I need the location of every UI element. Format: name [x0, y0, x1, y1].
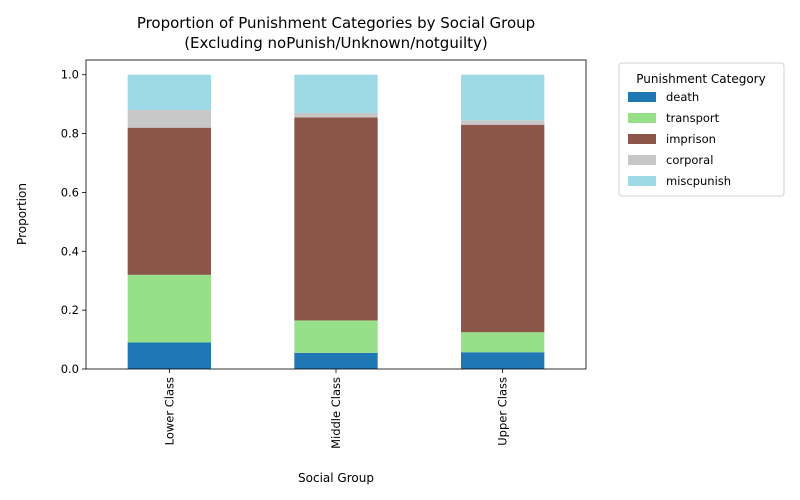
bar-segment-miscpunish-1 [294, 74, 378, 113]
legend-swatch-death [628, 92, 656, 102]
bar-segment-death-1 [294, 352, 378, 369]
legend-label-death: death [666, 90, 699, 104]
legend-swatch-miscpunish [628, 176, 656, 186]
bar-segment-corporal-1 [294, 112, 378, 118]
bars-group [127, 74, 545, 369]
legend-label-transport: transport [666, 111, 720, 125]
legend-swatch-transport [628, 113, 656, 123]
legend-title: Punishment Category [636, 72, 765, 86]
y-tick-label-4: 0.8 [61, 127, 79, 141]
y-tick-label-1: 0.2 [61, 303, 79, 317]
bar-segment-miscpunish-0 [127, 74, 211, 111]
plot-frame [85, 59, 587, 370]
legend-label-imprison: imprison [666, 132, 716, 146]
bar-segment-miscpunish-2 [461, 74, 545, 121]
legend-swatch-imprison [628, 134, 656, 144]
y-tick-label-3: 0.6 [61, 185, 79, 199]
x-tick-label-1: Middle Class [329, 377, 343, 449]
y-tick-label-5: 1.0 [61, 68, 79, 82]
y-tick-label-0: 0.0 [61, 362, 79, 376]
y-axis-label: Proportion [15, 183, 29, 245]
x-tick-label-2: Upper Class [496, 377, 510, 446]
y-tick-label-2: 0.4 [61, 244, 79, 258]
bar-segment-imprison-1 [294, 117, 378, 321]
legend: Punishment Category death transport impris… [618, 62, 785, 197]
bar-segment-transport-0 [127, 274, 211, 343]
legend-label-miscpunish: miscpunish [666, 174, 731, 188]
bar-segment-corporal-2 [461, 120, 545, 125]
y-axis: 0.0 0.2 0.4 0.6 0.8 1.0 [61, 68, 86, 376]
x-tick-label-0: Lower Class [162, 377, 176, 445]
bar-segment-corporal-0 [127, 110, 211, 128]
bar-segment-transport-2 [461, 332, 545, 353]
chart-title-line2: (Excluding noPunish/Unknown/notguilty) [184, 34, 488, 52]
legend-box [618, 62, 785, 197]
bar-segment-transport-1 [294, 320, 378, 353]
bar-segment-death-0 [127, 342, 211, 369]
chart-title-line1: Proportion of Punishment Categories by S… [137, 14, 535, 32]
x-axis-label: Social Group [298, 471, 374, 485]
bar-segment-death-2 [461, 352, 545, 369]
legend-swatch-corporal [628, 155, 656, 165]
x-axis: Lower Class Middle Class Upper Class [162, 369, 510, 449]
bar-segment-imprison-0 [127, 127, 211, 275]
bar-segment-imprison-2 [461, 124, 545, 333]
legend-label-corporal: corporal [666, 153, 713, 167]
